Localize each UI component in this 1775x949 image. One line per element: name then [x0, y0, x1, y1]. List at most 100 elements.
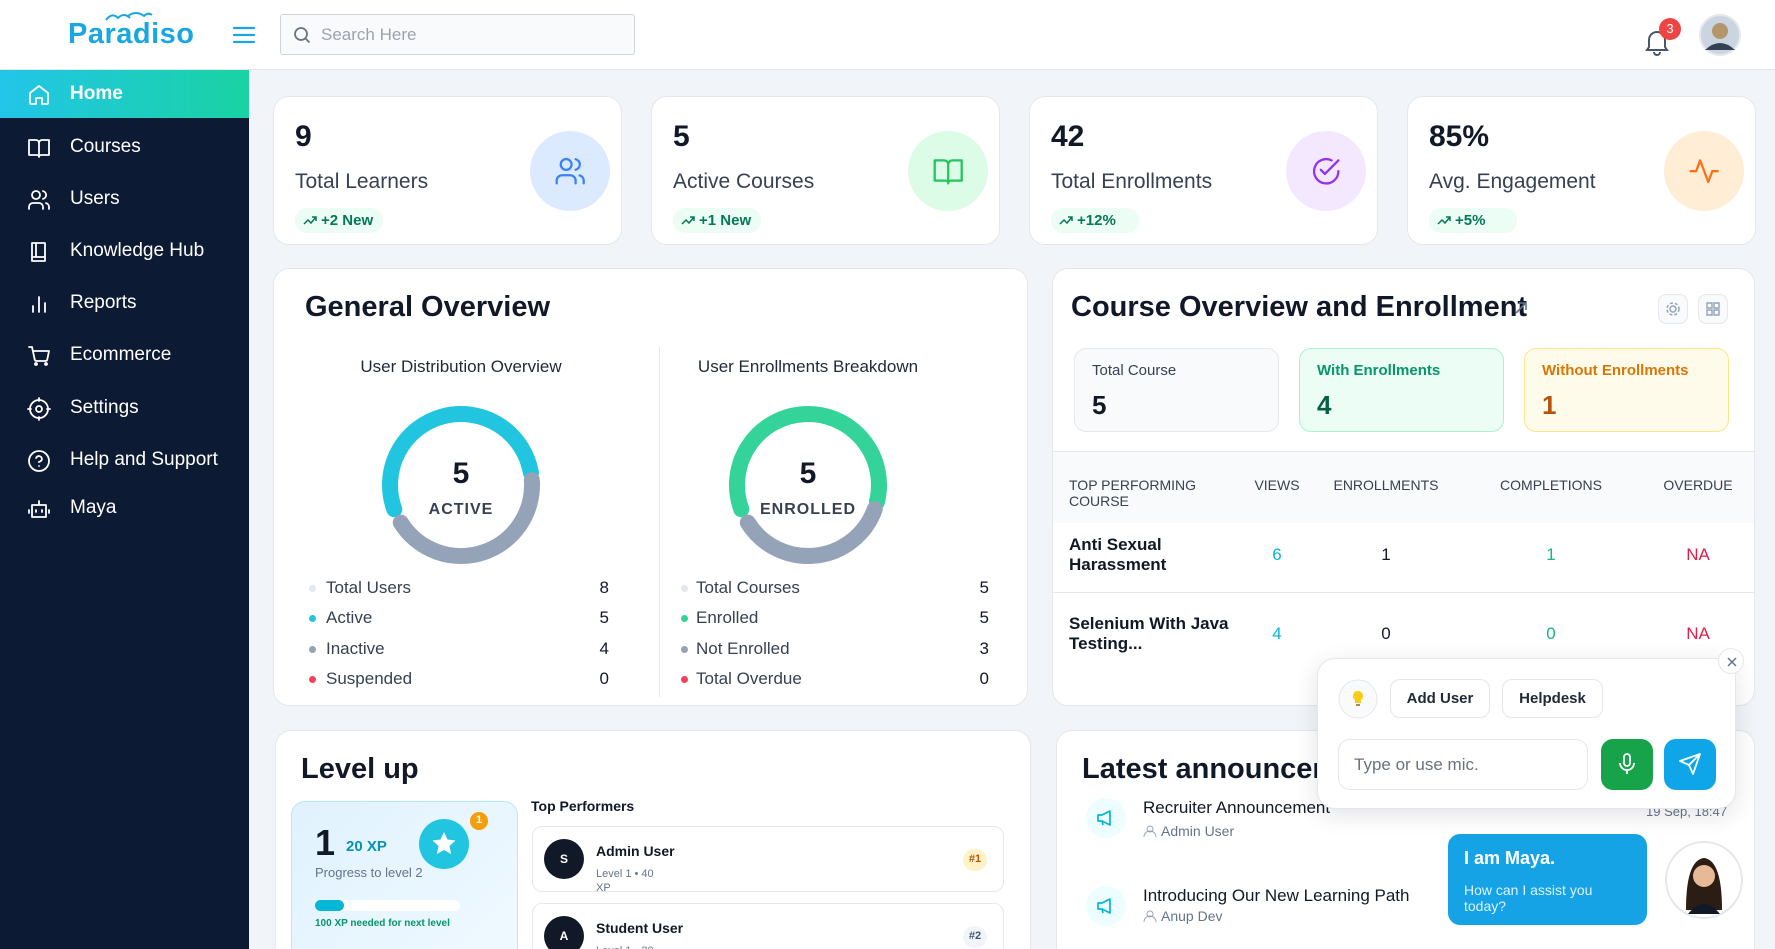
nav-label[interactable]: Maya — [70, 496, 117, 518]
nav-item[interactable]: Users — [0, 175, 249, 223]
summary-box: Without Enrollments 1 — [1524, 348, 1729, 432]
settings-button[interactable] — [1658, 294, 1688, 324]
table-cell: 6 — [1272, 544, 1282, 564]
quick-action-button[interactable]: Add User — [1390, 679, 1490, 718]
stat-value: 85% — [1429, 120, 1490, 153]
mic-icon — [1619, 753, 1635, 774]
donut-center-label: ACTIVE — [428, 501, 494, 519]
level-number: 1 — [315, 822, 336, 864]
legend-label: Total Users — [326, 577, 412, 597]
chat-input[interactable]: Type or use mic. — [1338, 739, 1588, 790]
donut-center-value: 5 — [452, 457, 470, 490]
menu-button[interactable] — [232, 24, 256, 46]
performer-avatar: A — [544, 916, 584, 949]
legend-label: Suspended — [326, 668, 413, 688]
stat-value: 9 — [295, 120, 312, 153]
stat-badge-text: +5% — [1455, 212, 1486, 229]
maya-bubble[interactable]: I am Maya. How can I assist you today? — [1448, 834, 1647, 925]
maya-greeting[interactable]: I am Maya. — [1464, 848, 1556, 869]
panel-title: User Distribution Overview — [360, 356, 562, 376]
nav-label[interactable]: Users — [70, 187, 120, 209]
logo[interactable]: Paradiso — [68, 18, 195, 50]
user-avatar[interactable] — [1699, 14, 1741, 56]
chat-popup: Add User Helpdesk Type or use mic. — [1317, 648, 1744, 809]
performer-rank-text: #2 — [968, 930, 982, 943]
legend-dot — [681, 676, 688, 683]
table-cell: 0 — [1546, 623, 1556, 643]
nav-item[interactable]: Settings — [0, 384, 249, 432]
chat-input-placeholder: Type or use mic. — [1354, 754, 1479, 774]
stat-label: Total Enrollments — [1051, 170, 1213, 194]
course-overview-card: Course Overview and Enrollment Total Cour… — [1052, 268, 1755, 706]
quick-action-button[interactable]: Helpdesk — [1502, 679, 1603, 718]
nav-item[interactable]: Ecommerce — [0, 331, 249, 379]
legend-dot — [681, 585, 688, 592]
summary-value: 1 — [1542, 390, 1557, 421]
nav-icon — [27, 397, 51, 421]
nav-label[interactable]: Home — [70, 82, 123, 104]
donut-segment — [382, 406, 539, 518]
table-cell: 1 — [1546, 544, 1556, 564]
nav-item[interactable]: Help and Support — [0, 436, 249, 484]
idea-button[interactable] — [1338, 679, 1378, 719]
stat-card: 85% Avg. Engagement +5% — [1407, 96, 1756, 245]
logo-birds — [105, 12, 153, 21]
maya-avatar[interactable] — [1664, 840, 1744, 920]
section-title: Level up — [301, 752, 419, 785]
nav-item[interactable]: Maya — [0, 484, 249, 532]
summary-value: 4 — [1317, 390, 1332, 421]
nav-label[interactable]: Settings — [70, 396, 139, 418]
stat-badge: +1 New — [673, 208, 761, 233]
nav-item[interactable]: Knowledge Hub — [0, 227, 249, 275]
maya-prompt[interactable]: How can I assist you today? — [1464, 881, 1593, 915]
donut-segment — [392, 472, 540, 564]
performer-meta: Level 1 • 40 XP — [596, 868, 654, 894]
nav-item[interactable]: Reports — [0, 279, 249, 327]
legend-value: 5 — [599, 607, 609, 627]
nav-label[interactable]: Courses — [70, 135, 141, 157]
legend-dot — [681, 646, 688, 653]
send-button[interactable] — [1664, 739, 1716, 790]
level-badge-text: 1 — [475, 814, 483, 827]
sidebar: Home Courses Users Knowledge Hub Reports Ecom… — [0, 70, 249, 949]
close-icon — [1727, 657, 1737, 667]
legend-label: Enrolled — [696, 607, 759, 627]
expand-icon[interactable] — [1514, 301, 1528, 315]
mic-button[interactable] — [1601, 739, 1653, 790]
header — [0, 0, 1775, 70]
search-box[interactable]: Search Here — [280, 14, 635, 55]
nav-icon — [28, 346, 50, 366]
table-cell: Selenium With Java Testing... — [1069, 613, 1229, 654]
stat-label: Total Learners — [295, 170, 429, 194]
search-placeholder: Search Here — [321, 25, 417, 44]
nav-label[interactable]: Knowledge Hub — [70, 239, 205, 261]
summary-value: 5 — [1092, 390, 1107, 421]
divider — [659, 347, 660, 697]
nav-label[interactable]: Help and Support — [70, 448, 218, 470]
performer-name: Student User — [596, 919, 684, 936]
stat-badge: +2 New — [295, 208, 383, 233]
grid-button[interactable] — [1698, 294, 1728, 324]
stat-value: 5 — [673, 120, 690, 153]
table-header-cell: TOP PERFORMING COURSE — [1069, 476, 1197, 510]
progress-fill — [315, 900, 344, 911]
legend-value: 3 — [979, 638, 989, 658]
quick-action-label[interactable]: Helpdesk — [1519, 690, 1586, 707]
nav-item[interactable]: Courses — [0, 123, 249, 171]
legend-label: Inactive — [326, 638, 385, 658]
announcement-author: Anup Dev — [1161, 907, 1223, 924]
nav-label[interactable]: Reports — [70, 291, 137, 313]
close-button[interactable] — [1718, 648, 1744, 674]
nav-item[interactable]: Home — [0, 70, 249, 118]
stat-badge-text: +2 New — [321, 212, 374, 229]
legend-value: 4 — [599, 638, 609, 658]
quick-action-label[interactable]: Add User — [1406, 690, 1474, 707]
nav-label[interactable]: Ecommerce — [70, 343, 172, 365]
summary-box: Total Course 5 — [1074, 348, 1279, 432]
stat-icon — [1286, 131, 1366, 211]
table-header-cell: COMPLETIONS — [1500, 476, 1602, 493]
stat-icon — [530, 131, 610, 211]
donut — [729, 406, 887, 564]
legend-dot — [309, 646, 316, 653]
